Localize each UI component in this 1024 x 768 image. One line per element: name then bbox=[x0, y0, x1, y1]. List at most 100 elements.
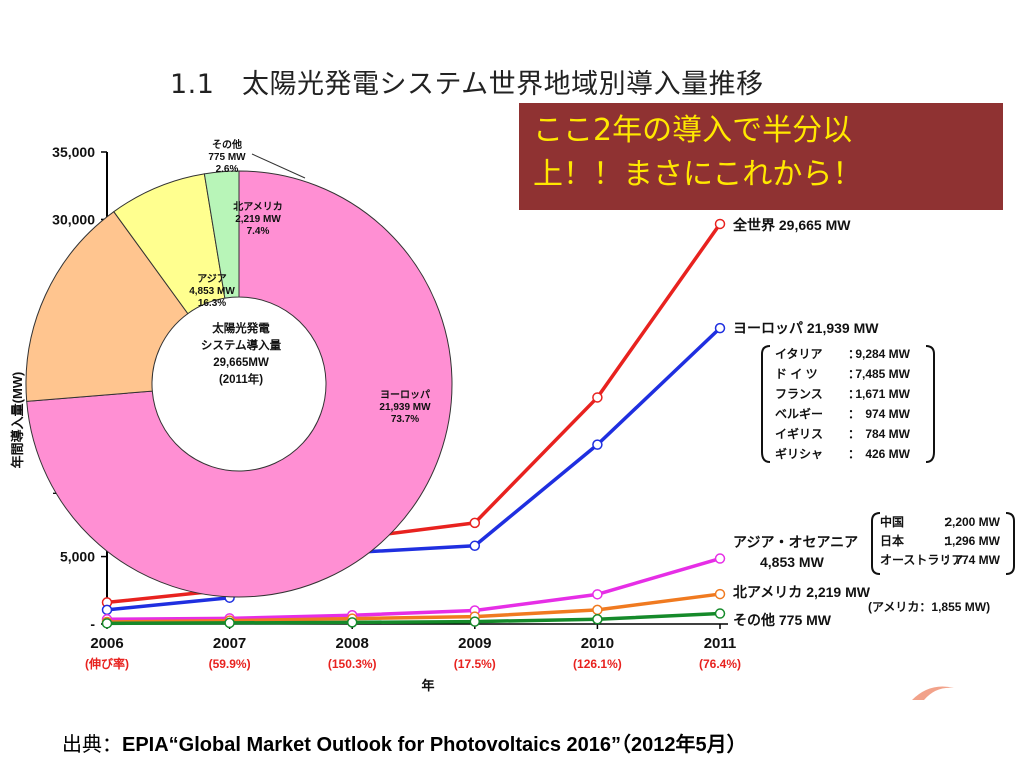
asia-country-value: 2,200 MW bbox=[945, 515, 1000, 529]
asia-country-name: 中国 bbox=[880, 514, 904, 529]
donut-slice bbox=[26, 170, 453, 598]
data-point-world bbox=[592, 392, 603, 403]
donut-slice-label: 北アメリカ bbox=[233, 200, 283, 213]
asia-country-value: 774 MW bbox=[955, 553, 1000, 567]
x-axis-label: 年 bbox=[421, 678, 434, 693]
end-label-namerica: 北アメリカ 2,219 MW bbox=[733, 584, 871, 600]
europe-country-value: 1,671 MW bbox=[855, 387, 910, 401]
america-note: (アメリカ：1,855 MW) bbox=[868, 600, 990, 614]
donut-center-text: 29,665MW bbox=[213, 357, 269, 369]
donut-slice-label: 4,853 MW bbox=[189, 286, 235, 297]
donut-slice-label: 21,939 MW bbox=[379, 402, 431, 413]
x-tick-label: 2009 bbox=[458, 635, 491, 652]
europe-bracket-right bbox=[925, 345, 935, 463]
growth-rate-label: (76.4%) bbox=[699, 657, 741, 671]
europe-country-value: 426 MW bbox=[865, 447, 910, 461]
y-axis-label: 年間導入量(MW) bbox=[10, 372, 25, 469]
donut-slice-label: 775 MW bbox=[208, 152, 246, 163]
donut-slice-label: アジア bbox=[197, 273, 227, 285]
europe-country-colon: ： bbox=[848, 387, 860, 401]
europe-country-name: ベルギー bbox=[775, 406, 823, 421]
donut-slice-label: 73.7% bbox=[391, 414, 419, 425]
europe-country-value: 784 MW bbox=[865, 427, 910, 441]
asia-bracket-right bbox=[1005, 512, 1015, 575]
end-label-asia-line1: アジア・オセアニア bbox=[733, 534, 858, 550]
end-label-world: 全世界 29,665 MW bbox=[732, 217, 851, 233]
end-label-europe: ヨーロッパ 21,939 MW bbox=[733, 320, 879, 336]
source-prefix: 出典： bbox=[62, 734, 122, 756]
europe-bracket-left bbox=[761, 345, 771, 463]
data-point-europe bbox=[714, 322, 726, 334]
data-point-other bbox=[714, 608, 726, 619]
europe-country-colon: ： bbox=[848, 407, 860, 421]
x-tick-label: 2011 bbox=[704, 635, 737, 652]
growth-rate-label: (126.1%) bbox=[573, 657, 622, 671]
europe-country-colon: ： bbox=[848, 447, 860, 461]
asia-country-name: オーストラリア bbox=[880, 553, 963, 567]
donut-center-text: 太陽光発電 bbox=[211, 321, 270, 335]
donut-slice-label: 2,219 MW bbox=[235, 214, 281, 225]
europe-country-name: イタリア bbox=[775, 347, 823, 361]
asia-country-colon: ： bbox=[943, 553, 955, 567]
x-tick-label: 2010 bbox=[581, 635, 614, 652]
data-point-other bbox=[592, 614, 603, 625]
x-tick-label: 2007 bbox=[213, 635, 246, 652]
growth-rate-label: (150.3%) bbox=[328, 657, 377, 671]
x-tick-label: 2008 bbox=[336, 635, 369, 652]
series-line-namerica bbox=[106, 592, 721, 624]
y-tick-label: - bbox=[90, 616, 95, 632]
donut-leader-line bbox=[251, 153, 306, 179]
callout-line-1: ここ2年の導入で半分以 bbox=[533, 113, 853, 148]
series-line-asia bbox=[106, 556, 721, 622]
series-line-other bbox=[106, 611, 721, 626]
chart-labels: 全世界 29,665 MW ヨーロッパ 21,939 MW アジア・オセアニア 4,8… bbox=[732, 217, 1015, 628]
europe-country-name: ド イ ツ bbox=[775, 367, 818, 381]
donut-slice-label: 2.6% bbox=[216, 164, 239, 175]
data-point-other bbox=[101, 618, 113, 629]
data-point-asia bbox=[592, 589, 603, 600]
asia-bracket-left bbox=[871, 512, 881, 575]
end-label-other: その他 775 MW bbox=[733, 612, 832, 628]
data-point-other bbox=[469, 616, 481, 627]
y-tick-label: 30,000 bbox=[52, 211, 95, 227]
donut-slice-label: その他 bbox=[212, 138, 242, 151]
data-point-other bbox=[346, 617, 358, 628]
source-citation: 出典：EPIA“Global Market Outlook for Photov… bbox=[62, 728, 747, 757]
europe-country-name: イギリス bbox=[775, 426, 823, 441]
donut-center-text: システム導入量 bbox=[201, 338, 282, 352]
donut-slice bbox=[25, 210, 189, 402]
donut-slice bbox=[203, 170, 240, 299]
callout-line-2: 上！！まさにこれから！ bbox=[533, 157, 863, 192]
end-label-asia-line2: 4,853 MW bbox=[760, 554, 825, 570]
data-point-namerica bbox=[592, 604, 603, 616]
x-tick-label: 2006 bbox=[90, 635, 123, 652]
asia-country-value: 1,296 MW bbox=[945, 534, 1000, 548]
source-text: EPIA“Global Market Outlook for Photovolt… bbox=[122, 734, 747, 756]
growth-rate-label: (伸び率) bbox=[85, 656, 129, 671]
asia-country-name: 日本 bbox=[880, 533, 904, 548]
callout-box: ここ2年の導入で半分以 上！！まさにこれから！ bbox=[519, 103, 1003, 210]
slide-title: 1.1 太陽光発電システム世界地域別導入量推移 bbox=[170, 69, 764, 100]
europe-country-name: ギリシャ bbox=[775, 446, 823, 461]
growth-rate-label: (59.9%) bbox=[209, 657, 251, 671]
data-point-world bbox=[714, 218, 726, 230]
europe-country-colon: ： bbox=[848, 427, 860, 441]
europe-country-colon: ： bbox=[848, 347, 860, 361]
data-point-europe bbox=[592, 439, 603, 450]
data-point-europe bbox=[469, 540, 481, 552]
y-tick-label: 35,000 bbox=[52, 144, 95, 160]
asia-country-colon: ： bbox=[943, 534, 955, 548]
europe-country-name: フランス bbox=[775, 387, 823, 401]
data-point-europe bbox=[101, 604, 113, 616]
donut-center-text: (2011年) bbox=[219, 372, 263, 386]
europe-country-value: 7,485 MW bbox=[855, 367, 910, 381]
asia-country-colon: ： bbox=[943, 515, 955, 529]
company-logo bbox=[910, 680, 956, 702]
y-tick-label: 5,000 bbox=[60, 549, 95, 565]
data-point-other bbox=[224, 617, 235, 629]
growth-rate-label: (17.5%) bbox=[454, 657, 496, 671]
series-line-europe bbox=[106, 326, 722, 612]
donut-slice-label: 16.3% bbox=[198, 298, 226, 309]
